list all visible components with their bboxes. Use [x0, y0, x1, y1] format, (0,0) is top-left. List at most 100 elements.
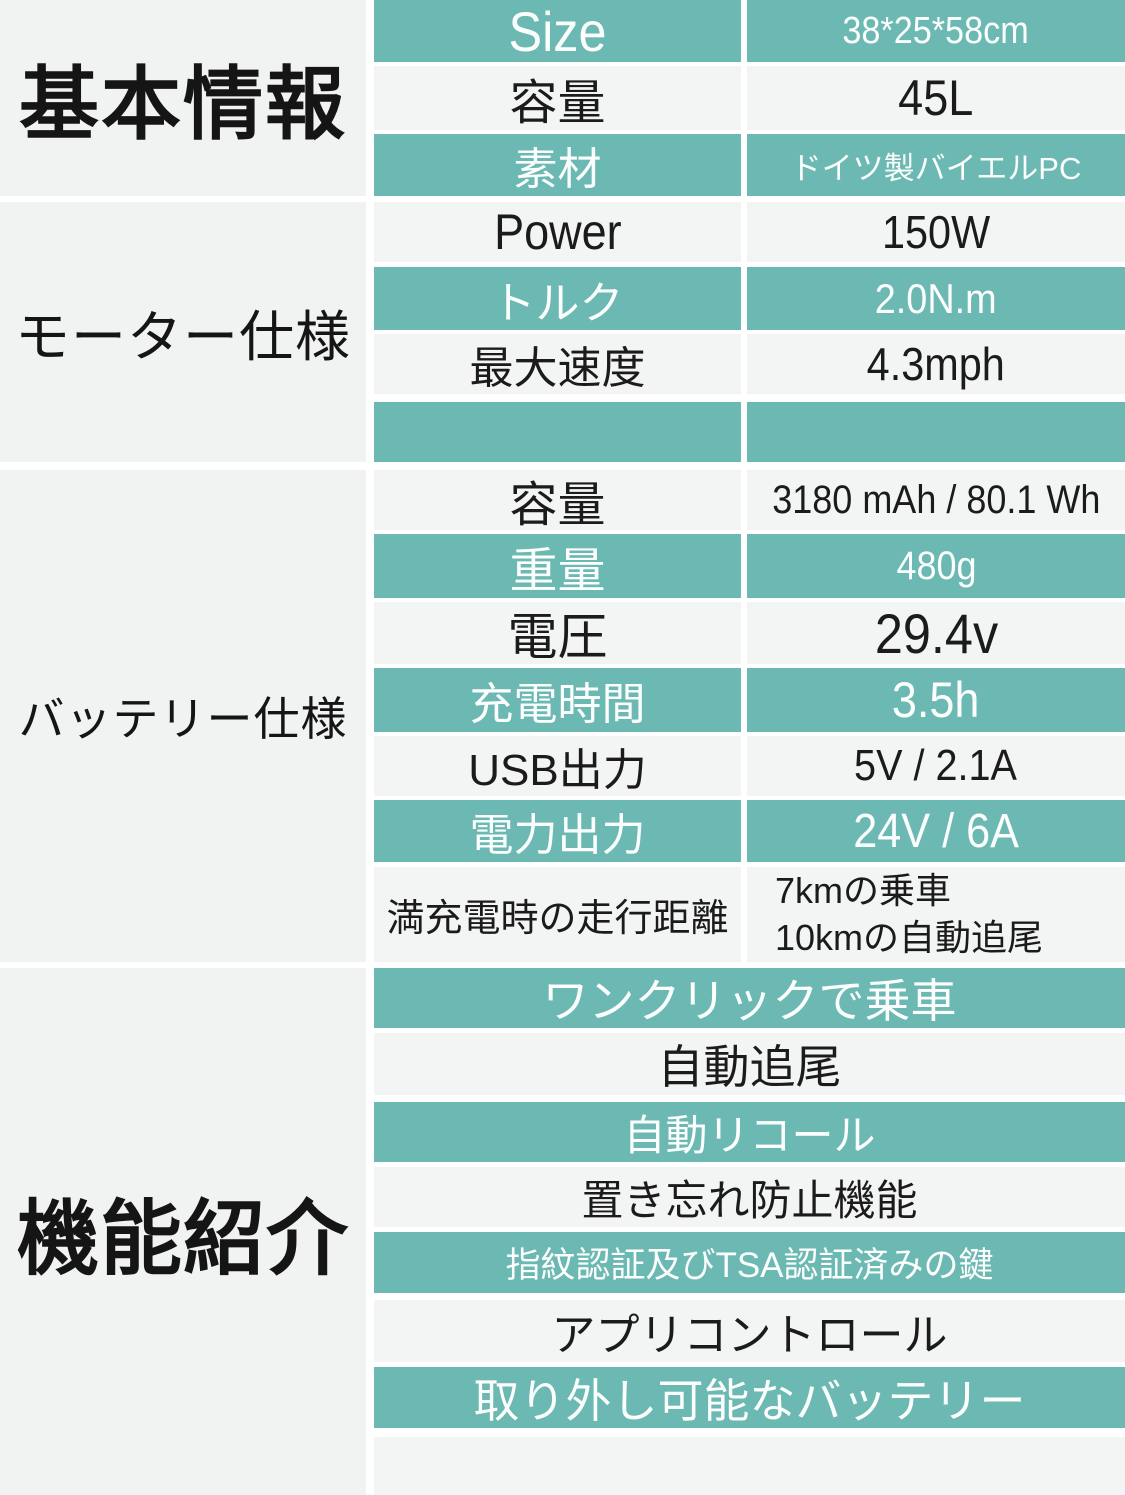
feature-label: 指紋認証及びTSA認証済みの鍵	[505, 1246, 994, 1285]
spec-label-text: 電力出力	[469, 811, 646, 860]
spec-value: 7kmの乗車 10kmの自動追尾	[747, 867, 1125, 962]
feature-label: アプリコントロール	[551, 1311, 948, 1360]
spec-value: 3.5h	[747, 668, 1125, 732]
feature-row-anti-lost: 置き忘れ防止機能	[374, 1167, 1125, 1227]
spec-row-voltage: 電圧 29.4v	[374, 602, 1125, 664]
spec-label-text: 容量	[509, 77, 606, 130]
spec-label: 電力出力	[374, 800, 741, 862]
spec-label-text: トルク	[491, 278, 624, 328]
feature-text: 自動追尾	[374, 1033, 1125, 1095]
spec-value-text: 150W	[881, 206, 991, 258]
spec-value	[747, 402, 1125, 462]
spec-row-power-output: 電力出力 24V / 6A	[374, 800, 1125, 862]
spec-label-text: 容量	[509, 479, 606, 530]
spec-label-text: 充電時間	[469, 680, 646, 729]
spec-label: Size	[374, 0, 741, 62]
spec-value: 38*25*58cm	[747, 0, 1125, 62]
spec-row-usb-output: USB出力 5V / 2.1A	[374, 736, 1125, 796]
spec-row-material: 素材 ドイツ製バイエルPC	[374, 134, 1125, 196]
feature-label: 取り外し可能なバッテリー	[473, 1374, 1026, 1427]
spec-row-torque: トルク 2.0N.m	[374, 267, 1125, 330]
feature-row-app-control: アプリコントロール	[374, 1300, 1125, 1362]
feature-row-fingerprint-tsa-lock: 指紋認証及びTSA認証済みの鍵	[374, 1232, 1125, 1293]
spec-row-size: Size 38*25*58cm	[374, 0, 1125, 62]
feature-label: 自動リコール	[623, 1111, 876, 1159]
spec-label-text: 重量	[509, 545, 606, 598]
feature-row-one-click-ride: ワンクリックで乗車	[374, 968, 1125, 1028]
spec-value: 45L	[747, 66, 1125, 130]
spec-label-text: Power	[493, 204, 622, 260]
spec-value-text: ドイツ製バイエルPC	[790, 150, 1082, 186]
spec-label: 満充電時の走行距離	[374, 867, 741, 962]
feature-row-empty	[374, 1437, 1125, 1495]
spec-row-power: Power 150W	[374, 202, 1125, 262]
spec-row-capacity: 容量 45L	[374, 66, 1125, 130]
section-title-motor-specs: モーター仕様	[14, 306, 351, 368]
feature-text: 自動リコール	[374, 1102, 1125, 1162]
section-title-features: 機能紹介	[16, 1194, 349, 1285]
spec-row-weight: 重量 480g	[374, 534, 1125, 598]
feature-text: アプリコントロール	[374, 1300, 1125, 1362]
section-title-basic-info: 基本情報	[19, 60, 347, 149]
spec-value-text: 45L	[898, 70, 974, 126]
section-title-battery-specs: バッテリー仕様	[18, 693, 348, 745]
feature-row-auto-follow: 自動追尾	[374, 1033, 1125, 1095]
spec-label: 容量	[374, 470, 741, 530]
spec-label: 電圧	[374, 602, 741, 664]
spec-value-text: 2.0N.m	[875, 274, 997, 322]
spec-label: 容量	[374, 66, 741, 130]
spec-value-text: 3180 mAh / 80.1 Wh	[771, 477, 1101, 522]
section-titles-column: 基本情報 モーター仕様 バッテリー仕様 機能紹介	[0, 0, 366, 1495]
spec-value: 150W	[747, 202, 1125, 262]
spec-value-text: 29.4v	[874, 602, 998, 664]
spec-value: 480g	[747, 534, 1125, 598]
spec-label-text: 満充電時の走行距離	[386, 898, 729, 940]
spec-value-line-2: 10kmの自動追尾	[775, 916, 1044, 958]
spec-value-text: 3.5h	[892, 672, 980, 728]
spec-label-text: USB出力	[468, 746, 647, 795]
spec-label-text: 素材	[513, 145, 602, 194]
spec-value: 2.0N.m	[747, 267, 1125, 330]
feature-label: 自動追尾	[657, 1041, 842, 1093]
spec-value: 5V / 2.1A	[747, 736, 1125, 796]
feature-label: ワンクリックで乗車	[542, 975, 957, 1027]
spec-label	[374, 402, 741, 462]
spec-value: 29.4v	[747, 602, 1125, 664]
feature-text: 指紋認証及びTSA認証済みの鍵	[374, 1232, 1125, 1293]
spec-value-text: 480g	[895, 543, 977, 588]
spec-value: 4.3mph	[747, 334, 1125, 394]
spec-value-text: 24V / 6A	[853, 804, 1019, 858]
spec-label: 充電時間	[374, 668, 741, 732]
spec-label-text: 最大速度	[469, 344, 646, 393]
spec-value-text: 5V / 2.1A	[854, 741, 1018, 790]
spec-row-empty	[374, 402, 1125, 462]
spec-label: USB出力	[374, 736, 741, 796]
feature-row-auto-recall: 自動リコール	[374, 1102, 1125, 1162]
spec-row-battery-capacity: 容量 3180 mAh / 80.1 Wh	[374, 470, 1125, 530]
spec-value: ドイツ製バイエルPC	[747, 134, 1125, 196]
spec-value-text: 4.3mph	[866, 338, 1006, 390]
column-divider	[366, 0, 374, 1495]
spec-value: 3180 mAh / 80.1 Wh	[747, 470, 1125, 530]
spec-label-text: 電圧	[507, 609, 608, 664]
section-features: 機能紹介	[0, 968, 366, 1495]
feature-label: 置き忘れ防止機能	[581, 1176, 918, 1224]
spec-value-text: 38*25*58cm	[842, 9, 1030, 52]
spec-label: トルク	[374, 267, 741, 330]
spec-table: Size 38*25*58cm 容量 45L 素材 ドイツ製バイエルPC Pow…	[374, 0, 1125, 1495]
section-motor-specs: モーター仕様	[0, 202, 366, 462]
feature-text: ワンクリックで乗車	[374, 968, 1125, 1028]
spec-value: 24V / 6A	[747, 800, 1125, 862]
spec-label: 素材	[374, 134, 741, 196]
spec-value-line-1: 7kmの乗車	[775, 869, 952, 911]
spec-label-text: Size	[508, 0, 607, 62]
feature-text	[374, 1437, 1125, 1495]
feature-text: 置き忘れ防止機能	[374, 1167, 1125, 1227]
section-battery-specs: バッテリー仕様	[0, 470, 366, 962]
spec-label: 重量	[374, 534, 741, 598]
section-basic-info: 基本情報	[0, 0, 366, 196]
feature-text: 取り外し可能なバッテリー	[374, 1367, 1125, 1428]
spec-row-max-speed: 最大速度 4.3mph	[374, 334, 1125, 394]
spec-label: Power	[374, 202, 741, 262]
